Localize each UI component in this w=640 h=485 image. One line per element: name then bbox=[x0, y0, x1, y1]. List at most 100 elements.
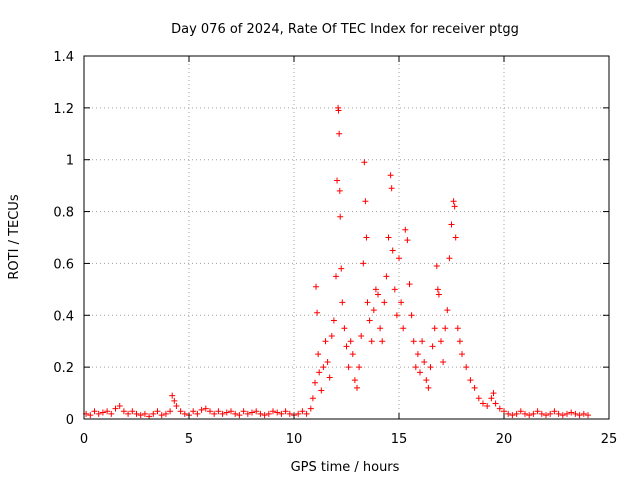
data-point bbox=[328, 333, 335, 340]
data-point bbox=[572, 410, 579, 417]
data-point bbox=[404, 237, 411, 244]
data-point bbox=[345, 364, 352, 371]
data-point bbox=[129, 408, 136, 415]
data-point bbox=[456, 338, 463, 345]
data-point bbox=[338, 265, 345, 272]
data-point bbox=[454, 325, 461, 332]
data-point bbox=[282, 408, 289, 415]
data-point bbox=[414, 351, 421, 358]
data-point bbox=[388, 185, 395, 192]
data-points bbox=[83, 104, 591, 420]
chart-title: Day 076 of 2024, Rate Of TEC Index for r… bbox=[171, 22, 519, 37]
data-point bbox=[417, 369, 423, 376]
data-point bbox=[377, 325, 384, 332]
data-point bbox=[141, 410, 148, 417]
data-point bbox=[181, 410, 188, 417]
data-point bbox=[448, 221, 455, 228]
data-point bbox=[363, 234, 370, 241]
data-point bbox=[202, 405, 209, 412]
data-point bbox=[320, 364, 327, 371]
data-point bbox=[362, 198, 369, 205]
data-point bbox=[526, 412, 533, 419]
y-tick-label: 1 bbox=[66, 154, 74, 169]
data-point bbox=[335, 107, 342, 114]
data-point bbox=[440, 358, 447, 365]
data-point bbox=[334, 177, 341, 184]
data-point bbox=[104, 408, 111, 415]
data-point bbox=[450, 198, 457, 205]
data-point bbox=[383, 273, 390, 280]
y-tick-label: 0.8 bbox=[53, 206, 74, 221]
data-point bbox=[219, 410, 226, 417]
data-point bbox=[356, 364, 363, 371]
data-point bbox=[423, 377, 430, 384]
data-point bbox=[87, 412, 94, 419]
data-point bbox=[261, 412, 268, 419]
data-point bbox=[547, 410, 554, 417]
data-point bbox=[471, 384, 478, 391]
data-point bbox=[452, 234, 459, 241]
data-point bbox=[253, 408, 260, 415]
data-point bbox=[543, 412, 549, 419]
data-point bbox=[249, 409, 255, 416]
data-point bbox=[410, 338, 417, 345]
data-point bbox=[446, 255, 453, 262]
data-point bbox=[492, 400, 499, 407]
plot-frame bbox=[83, 55, 610, 420]
data-point bbox=[505, 410, 512, 417]
data-point bbox=[534, 408, 541, 415]
data-point bbox=[194, 410, 201, 417]
data-point bbox=[509, 412, 516, 419]
data-point bbox=[232, 410, 239, 417]
data-point bbox=[336, 187, 343, 194]
data-point bbox=[236, 412, 243, 419]
data-point bbox=[358, 333, 365, 340]
data-point bbox=[312, 379, 318, 386]
grid bbox=[84, 56, 609, 419]
data-point bbox=[137, 412, 144, 419]
data-point bbox=[442, 325, 449, 332]
data-point bbox=[316, 369, 323, 376]
y-axis-label: ROTI / TECUs bbox=[7, 194, 22, 279]
data-point bbox=[538, 410, 545, 417]
data-point bbox=[435, 291, 442, 298]
data-point bbox=[309, 395, 316, 402]
data-point bbox=[326, 374, 333, 381]
data-point bbox=[530, 410, 537, 417]
data-point bbox=[108, 410, 115, 417]
data-point bbox=[429, 343, 436, 350]
x-tick-label: 0 bbox=[80, 432, 88, 447]
data-point bbox=[167, 408, 174, 415]
data-point bbox=[322, 338, 329, 345]
data-point bbox=[396, 255, 402, 262]
data-point bbox=[488, 395, 495, 402]
data-point bbox=[198, 406, 205, 413]
x-tick-label: 10 bbox=[286, 432, 303, 447]
data-point bbox=[286, 410, 293, 417]
data-point bbox=[223, 409, 230, 416]
data-point bbox=[364, 299, 371, 306]
data-point bbox=[171, 397, 178, 404]
data-point bbox=[314, 309, 321, 316]
data-point bbox=[513, 410, 520, 417]
data-point bbox=[299, 408, 306, 415]
data-point bbox=[99, 409, 106, 416]
data-point bbox=[370, 307, 377, 314]
data-point bbox=[480, 400, 486, 407]
data-point bbox=[215, 408, 222, 415]
data-point bbox=[389, 247, 396, 254]
data-point bbox=[361, 159, 368, 166]
y-tick-label: 1.2 bbox=[53, 102, 74, 117]
data-point bbox=[112, 405, 119, 412]
data-point bbox=[402, 226, 409, 233]
data-point bbox=[295, 410, 302, 417]
data-point bbox=[368, 338, 375, 345]
data-point bbox=[459, 351, 465, 358]
data-point bbox=[330, 317, 337, 324]
data-point bbox=[484, 403, 491, 410]
y-tick-label: 0 bbox=[66, 413, 74, 428]
data-point bbox=[381, 299, 388, 306]
data-point bbox=[366, 317, 373, 324]
data-point bbox=[125, 410, 132, 417]
